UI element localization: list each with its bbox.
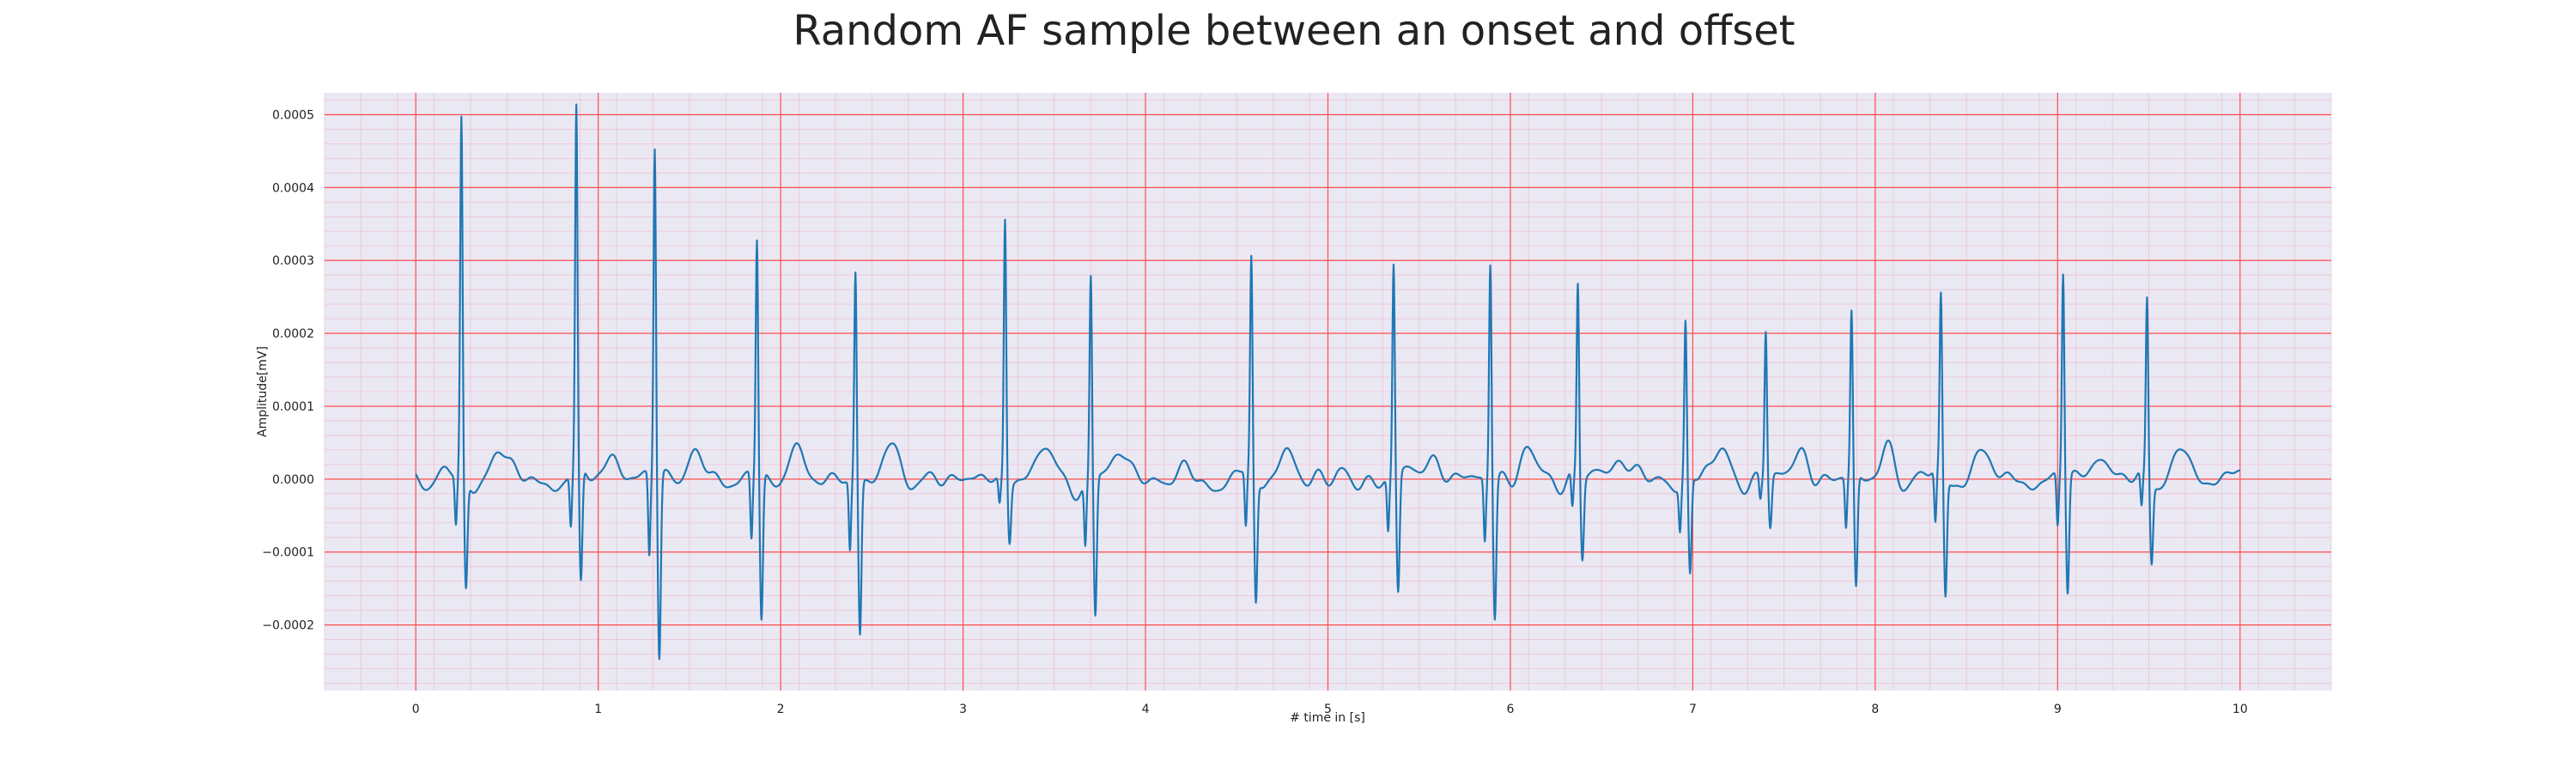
x-axis-ticks: 0 1 2 3 4 5 6 7 8 9 10 <box>412 703 2248 716</box>
y-tick-label: 0.0002 <box>272 327 314 341</box>
x-tick-label: 5 <box>1324 703 1332 716</box>
x-tick-label: 2 <box>777 703 785 716</box>
x-tick-label: 9 <box>2054 703 2062 716</box>
y-tick-label: 0.0005 <box>272 108 314 122</box>
major-grid <box>325 93 2331 691</box>
x-tick-label: 8 <box>1871 703 1879 716</box>
y-tick-label: 0.0003 <box>272 254 314 268</box>
x-tick-label: 7 <box>1689 703 1697 716</box>
x-tick-label: 0 <box>412 703 420 716</box>
x-tick-label: 10 <box>2233 703 2248 716</box>
ecg-series-line <box>415 103 2241 660</box>
y-axis-ticks: −0.0002 −0.0001 0.0000 0.0001 0.0002 0.0003 0.… <box>262 108 314 632</box>
y-axis-label: Amplitude[mV] <box>256 346 270 437</box>
y-tick-label: 0.0000 <box>272 473 314 487</box>
y-tick-label: −0.0001 <box>262 546 314 560</box>
y-tick-label: −0.0002 <box>262 619 314 633</box>
x-tick-label: 1 <box>594 703 602 716</box>
x-tick-label: 4 <box>1142 703 1150 716</box>
x-axis-label: # time in [s] <box>1290 711 1365 725</box>
y-tick-label: 0.0004 <box>272 181 314 195</box>
x-tick-label: 6 <box>1506 703 1514 716</box>
x-tick-label: 3 <box>959 703 967 716</box>
chart-title: Random AF sample between an onset and of… <box>793 7 1795 55</box>
y-tick-label: 0.0001 <box>272 400 314 414</box>
